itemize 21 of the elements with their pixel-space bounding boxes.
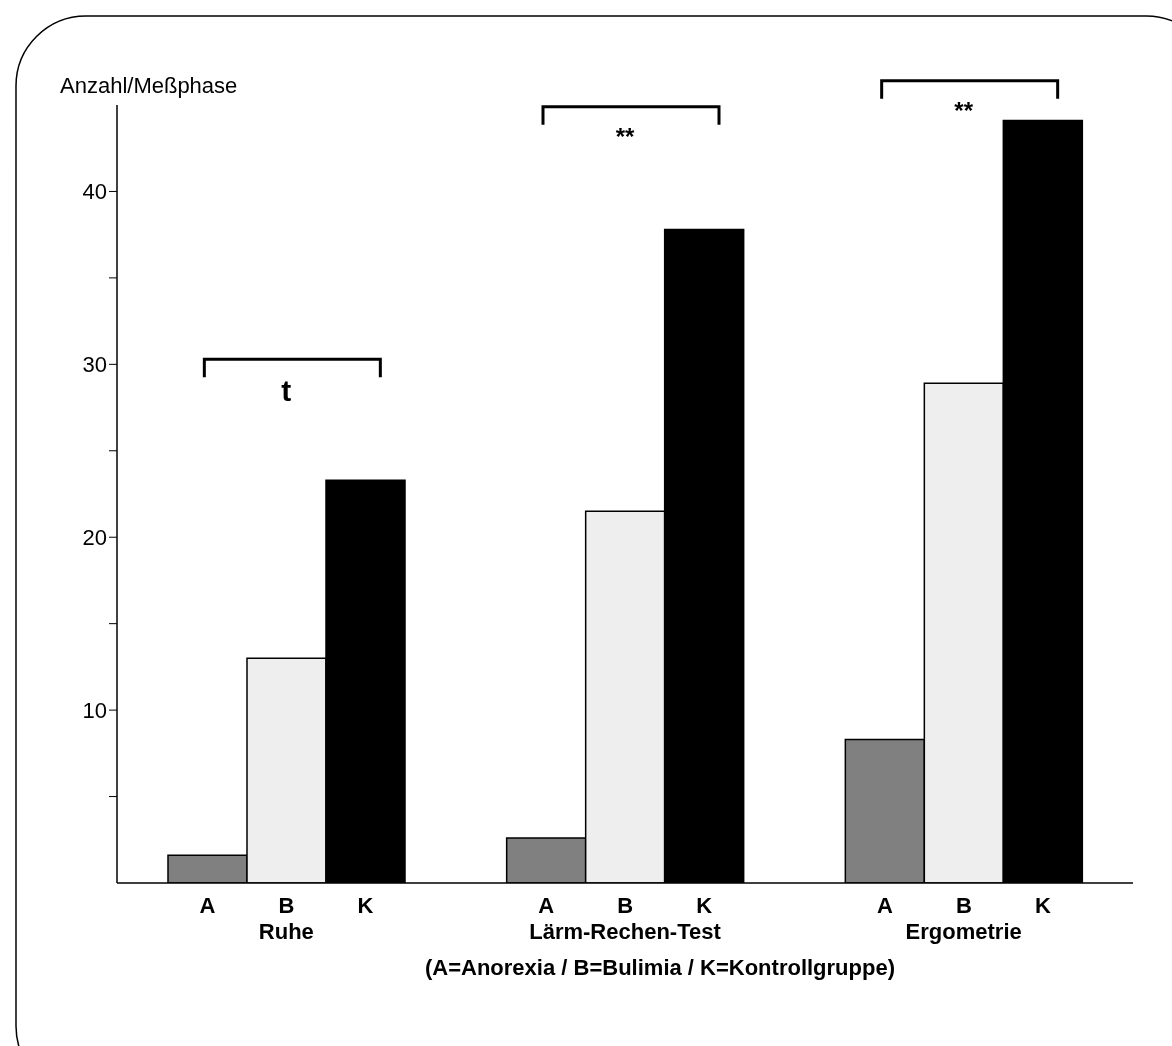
y-tick-label: 40 — [82, 179, 107, 205]
text: B — [955, 893, 972, 918]
text: A — [876, 893, 893, 918]
series-label: K — [357, 893, 374, 918]
y-tick-label: 10 — [82, 697, 107, 723]
series-label: A — [199, 893, 216, 918]
text: K — [696, 893, 713, 918]
y-tick-label: 20 — [82, 525, 107, 551]
x-tick-label: Lärm-Rechen-Test — [529, 919, 722, 944]
y-tick-label: 30 — [82, 352, 107, 378]
text: K — [1034, 893, 1051, 918]
annotation: ** — [615, 122, 635, 150]
text: A — [538, 893, 555, 918]
x-tick-label: Ergometrie — [905, 919, 1022, 944]
text: (A=Anorexia / B=Bulimia / K=Kontrollgruppe) — [424, 955, 896, 980]
annotation: ** — [954, 96, 974, 124]
y-axis-title: Anzahl/Meßphase — [60, 73, 238, 98]
x-tick-label: Ruhe — [258, 919, 314, 944]
series-label: B — [278, 893, 295, 918]
annotation: t — [281, 374, 292, 408]
text: B — [617, 893, 634, 918]
